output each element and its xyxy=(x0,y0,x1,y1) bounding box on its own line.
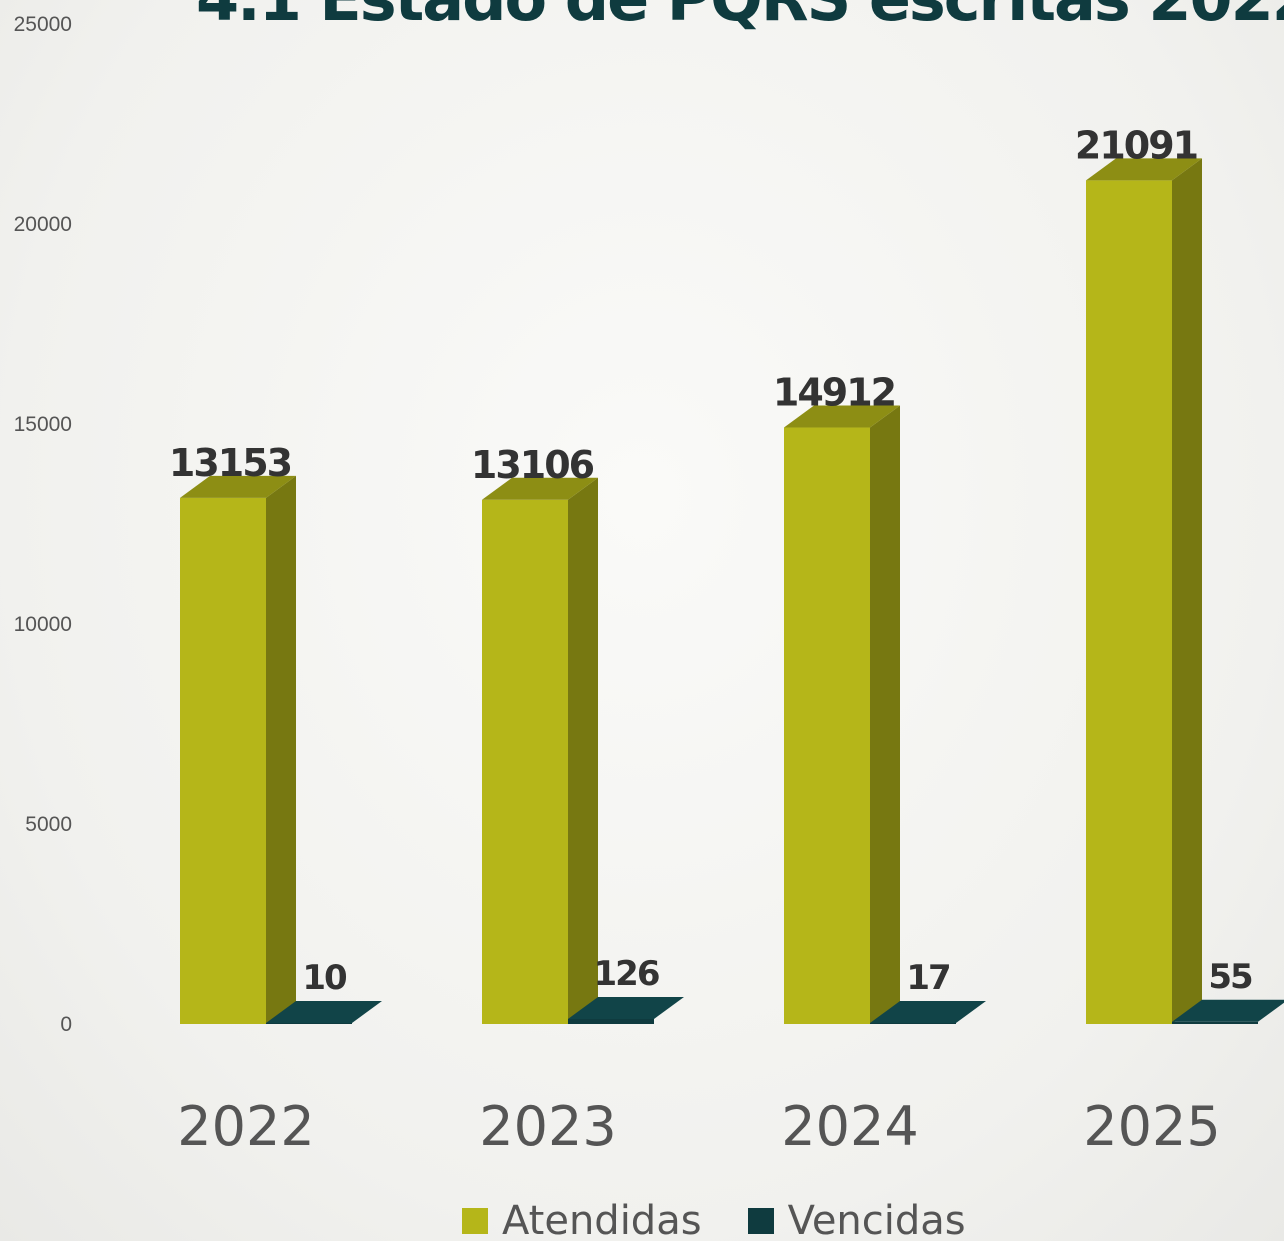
data-label-atendidas-2025: 21091 xyxy=(1075,123,1197,167)
legend-item-vencidas: Vencidas xyxy=(747,1198,966,1241)
bar-atendidas-side-2025 xyxy=(1172,158,1202,1025)
bar-atendidas-top-2023 xyxy=(482,477,598,500)
legend-label: Atendidas xyxy=(502,1198,702,1241)
data-label-vencidas-2023: 126 xyxy=(594,954,659,994)
data-label-atendidas-2024: 14912 xyxy=(773,371,895,415)
bar-atendidas-side-2023 xyxy=(568,477,598,1024)
bar-atendidas-top-2022 xyxy=(180,475,296,498)
bar-vencidas-2023 xyxy=(568,1018,654,1024)
x-tick-label-2022: 2022 xyxy=(177,1095,314,1158)
data-label-atendidas-2022: 13153 xyxy=(169,441,291,485)
data-label-vencidas-2024: 17 xyxy=(906,958,949,998)
bar-vencidas-2024 xyxy=(870,1023,956,1024)
y-tick-label: 10000 xyxy=(14,613,72,636)
bar-vencidas-2025 xyxy=(1172,1021,1258,1024)
legend-swatch xyxy=(747,1208,774,1234)
legend-item-atendidas: Atendidas xyxy=(462,1198,702,1241)
y-tick-label: 15000 xyxy=(14,413,72,436)
data-label-vencidas-2022: 10 xyxy=(302,958,347,998)
y-tick-label: 25000 xyxy=(14,13,72,36)
bar-atendidas-top-2025 xyxy=(1086,158,1202,181)
bar-vencidas-top-2022 xyxy=(266,1001,382,1023)
chart-title: 4.1 Estado de PQRS escritas 2022-2025 xyxy=(196,0,1284,35)
legend-label: Vencidas xyxy=(787,1198,966,1241)
data-label-vencidas-2025: 55 xyxy=(1208,957,1252,997)
bar-atendidas-2024 xyxy=(784,427,870,1024)
bar-vencidas-top-2023 xyxy=(568,996,684,1019)
bar-atendidas-2023 xyxy=(482,499,568,1024)
legend-swatch xyxy=(462,1208,488,1234)
bar-vencidas-top-2025 xyxy=(1172,999,1284,1022)
y-tick-label: 20000 xyxy=(14,213,72,236)
y-tick-label: 5000 xyxy=(25,813,72,836)
chart-plot-area: 0 5000 10000 15000 20000 25000 13153 10 2022 1310… xyxy=(14,13,1284,1158)
x-tick-label-2024: 2024 xyxy=(781,1095,918,1158)
data-label-atendidas-2023: 13106 xyxy=(471,443,594,487)
chart-legend: Atendidas Vencidas xyxy=(462,1198,1012,1241)
bar-atendidas-top-2024 xyxy=(784,405,900,428)
bar-vencidas-2022 xyxy=(266,1023,352,1024)
bar-atendidas-side-2022 xyxy=(266,475,296,1024)
x-tick-label-2025: 2025 xyxy=(1083,1095,1220,1158)
bar-atendidas-side-2024 xyxy=(870,405,900,1024)
y-tick-label: 0 xyxy=(60,1013,72,1036)
x-tick-label-2023: 2023 xyxy=(479,1095,616,1158)
bar-atendidas-2025 xyxy=(1086,180,1172,1025)
bar-vencidas-top-2024 xyxy=(870,1001,986,1023)
bar-atendidas-2022 xyxy=(180,497,266,1024)
